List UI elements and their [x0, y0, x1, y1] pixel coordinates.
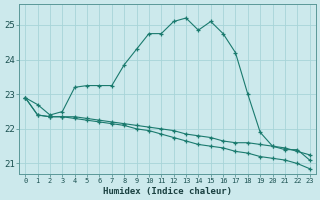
X-axis label: Humidex (Indice chaleur): Humidex (Indice chaleur)	[103, 187, 232, 196]
